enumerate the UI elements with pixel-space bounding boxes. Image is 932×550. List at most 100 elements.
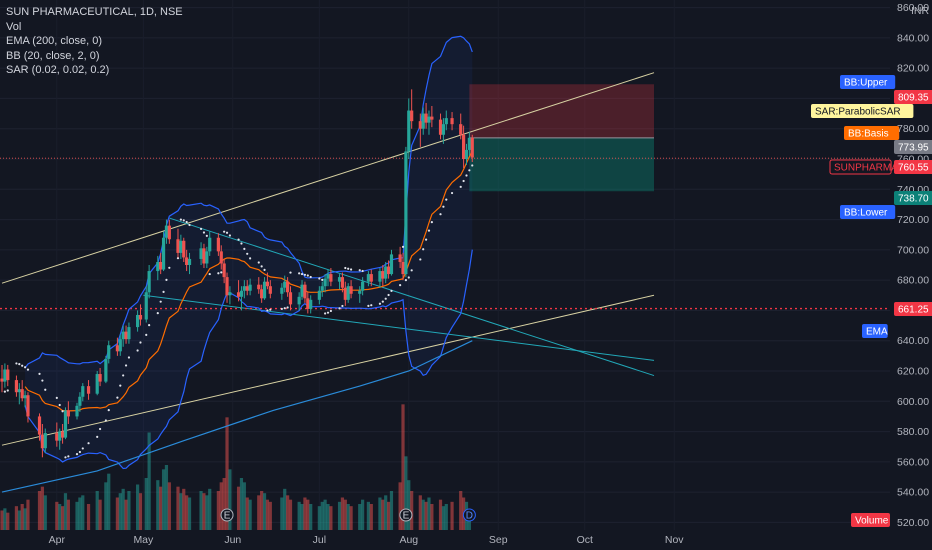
candle-body — [216, 237, 220, 252]
candle-body — [268, 286, 272, 294]
legend-bollinger[interactable]: BB (20, close, 2, 0) — [6, 49, 100, 62]
candle-body — [427, 116, 431, 123]
sar-dot — [55, 396, 58, 399]
sar-dot — [81, 447, 84, 450]
volume-bar — [378, 497, 382, 530]
candle-body — [421, 113, 425, 129]
candle-body — [40, 434, 44, 449]
volume-bar — [199, 491, 203, 530]
volume-bar — [37, 491, 42, 530]
price-tag-stop — [894, 90, 932, 104]
sar-dot — [390, 289, 393, 292]
volume-bar — [187, 497, 192, 530]
candle-body — [404, 151, 408, 275]
legend-sar[interactable]: SAR (0.02, 0.02, 0.2) — [6, 64, 110, 76]
volume-bar — [176, 486, 180, 530]
volume-bar — [43, 495, 47, 530]
price-tags: BB:Upper 809.35 SAR:ParabolicSAR BB:Basis 77… — [811, 75, 932, 527]
bb-lower-line — [24, 249, 473, 470]
sar-dot — [148, 324, 151, 327]
y-tick-label: 640.00 — [897, 335, 929, 347]
candle-body — [95, 374, 99, 394]
candle-body — [23, 395, 27, 399]
sar-dot — [468, 169, 471, 172]
sar-dot — [286, 306, 289, 309]
sar-dot — [6, 389, 9, 392]
volume-bar — [265, 499, 270, 530]
x-tick-label: Nov — [665, 534, 684, 546]
sar-dot — [44, 388, 47, 391]
sar-dot — [18, 362, 21, 366]
sar-dot — [156, 312, 159, 315]
volume-bar — [343, 499, 347, 530]
volume-bar — [225, 417, 229, 530]
volume-bar — [236, 486, 241, 530]
y-tick-label: 700.00 — [897, 244, 929, 256]
candle-body — [398, 254, 402, 262]
volume-bar — [381, 499, 385, 530]
sar-dot — [329, 309, 332, 313]
candle-body — [236, 292, 241, 297]
sar-dot — [427, 229, 431, 232]
volume-bar — [349, 506, 353, 530]
candle-body — [144, 292, 148, 320]
candle-body — [297, 296, 301, 305]
volume-bar — [127, 491, 131, 530]
sar-dot — [367, 304, 370, 307]
candle-body — [208, 237, 212, 252]
volume-bar — [81, 495, 85, 530]
price-tag-label: 773.95 — [898, 143, 929, 154]
sar-dot — [266, 309, 269, 312]
sar-dot — [361, 269, 364, 273]
legend-title[interactable]: SUN PHARMACEUTICAL, 1D, NSE — [6, 6, 183, 18]
volume-bar — [124, 499, 128, 530]
sar-dot — [159, 300, 162, 303]
candle-body — [179, 240, 183, 253]
sar-dot — [78, 450, 81, 454]
candle-body — [135, 314, 140, 328]
sar-dot — [205, 234, 208, 237]
candle-body — [340, 277, 345, 288]
stop-zone — [469, 84, 655, 138]
legend-ema[interactable]: EMA (200, close, 0) — [6, 35, 102, 47]
volume-bar — [14, 506, 19, 530]
candle-body — [248, 284, 252, 291]
sar-dot — [358, 269, 361, 272]
price-tag-label: BB:Basis — [848, 129, 889, 140]
sar-dot — [309, 275, 312, 279]
sar-dot — [58, 403, 61, 407]
candle-body — [239, 290, 244, 297]
volume-bar — [121, 488, 125, 530]
price-tag-sar — [811, 104, 914, 118]
volume-bar — [98, 499, 102, 530]
sar-dot — [168, 266, 171, 269]
price-tag-basis — [844, 126, 900, 140]
candle-body — [288, 292, 293, 305]
candle-body — [470, 137, 474, 158]
channel-line-upper — [169, 217, 655, 377]
candle-body — [187, 258, 192, 265]
y-tick-label: 540.00 — [897, 487, 929, 499]
sar-dot — [303, 273, 307, 276]
y-tick-label: 520.00 — [897, 517, 929, 529]
sar-dot — [165, 278, 168, 281]
volume-bars — [0, 404, 471, 530]
volume-bar — [161, 469, 166, 530]
sar-dot — [202, 231, 206, 234]
sar-dot — [185, 220, 188, 224]
candle-body — [156, 261, 160, 272]
risk-reward-tool[interactable] — [469, 84, 655, 192]
candle-body — [441, 124, 446, 135]
sar-dot — [462, 179, 465, 183]
legend-volume[interactable]: Vol — [6, 20, 22, 33]
bollinger-fill-area — [25, 36, 473, 469]
price-tag-symbol — [829, 159, 892, 175]
y-tick-label: 720.00 — [897, 214, 929, 226]
candle-body — [124, 331, 128, 340]
lower-trendline — [1, 294, 655, 446]
candle-body — [262, 281, 267, 299]
price-tag-bb — [840, 75, 896, 89]
y-tick-label: 580.00 — [897, 426, 929, 438]
